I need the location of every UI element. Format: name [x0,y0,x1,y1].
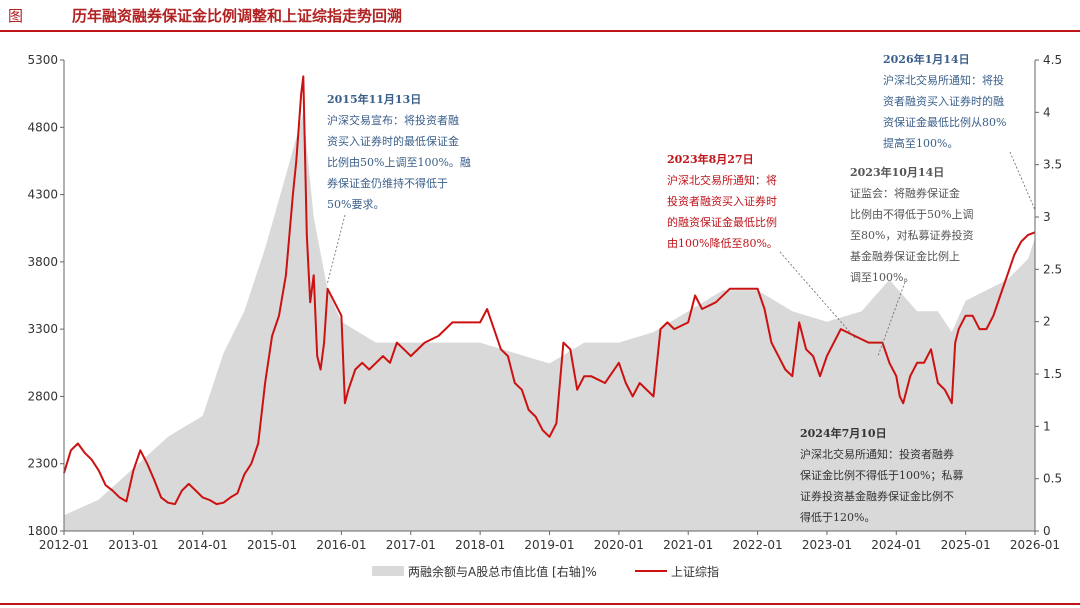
annotation-line: 提高至100%。 [883,136,958,150]
figure-title: 历年融资融券保证金比例调整和上证综指走势回溯 [72,7,403,25]
annotation-date: 2015年11月13日 [327,92,421,106]
x-tick-label: 2014-01 [178,538,228,552]
y-left-tick-label: 3800 [27,255,58,269]
x-tick-label: 2024-01 [871,538,921,552]
annotation-date: 2026年1月14日 [883,52,970,66]
annotation-line: 资买入证券时的最低保证金 [327,134,459,148]
annotation-line: 沪深北交易所通知：投资者融券 [800,447,954,461]
annotation-ann-2023-08: 2023年8月27日沪深北交易所通知：将投资者融资买入证券时的融资保证金最低比例… [667,152,778,250]
x-tick-label: 2015-01 [247,538,297,552]
annotation-line: 券保证金仍维持不得低于 [327,176,448,190]
annotation-line: 沪深北交易所通知：将投 [883,73,1004,87]
y-left-tick-label: 2800 [27,389,58,403]
annotation-ann-2015: 2015年11月13日沪深交易宣布：将投资者融资买入证券时的最低保证金比例由50… [327,92,471,211]
legend-area-swatch [372,566,404,576]
x-tick-label: 2017-01 [386,538,436,552]
x-tick-label: 2019-01 [524,538,574,552]
x-tick-label: 2012-01 [39,538,89,552]
annotation-line: 资者融资买入证券时的融 [883,94,1004,108]
y-left-tick-label: 4800 [27,120,58,134]
y-left-tick-label: 1800 [27,524,58,538]
annotation-ann-2023-10: 2023年10月14日证监会：将融券保证金比例由不得低于50%上调至80%，对私… [850,165,973,284]
annotation-leader-line [877,281,906,357]
x-tick-label: 2025-01 [941,538,991,552]
y-right-tick-label: 2.5 [1043,262,1062,276]
figure-label: 图 [8,7,24,25]
y-right-tick-label: 0 [1043,524,1051,538]
annotation-line: 至80%，对私募证券投资 [850,228,973,242]
annotation-line: 得低于120%。 [800,511,875,524]
annotation-line: 保证金比例不得低于100%；私募 [800,468,963,482]
figure-header: 图 历年融资融券保证金比例调整和上证综指走势回溯 [0,0,1080,34]
annotation-ann-2024: 2024年7月10日沪深北交易所通知：投资者融券保证金比例不得低于100%；私募… [800,426,963,524]
y-right-tick-label: 4 [1043,105,1051,119]
y-left-tick-label: 4300 [27,188,58,202]
x-tick-label: 2016-01 [316,538,366,552]
annotation-line: 沪深北交易所通知：将 [667,173,777,187]
annotation-date: 2024年7月10日 [800,426,887,440]
axes-layer: 1800 2300 2800 3300 3800 4300 4800 5300 0 0.5 1 1.5… [27,53,1062,552]
annotation-line: 投资者融资买入证券时 [667,194,777,208]
annotation-line: 证监会：将融券保证金 [850,186,960,200]
annotation-line: 比例由不得低于50%上调 [850,207,973,221]
legend-line-label: 上证综指 [671,564,719,579]
annotation-line: 的融资保证金最低比例 [667,215,777,229]
annotation-line: 比例由50%上调至100%。融 [327,155,471,169]
y-right-tick-label: 3.5 [1043,158,1062,172]
annotation-line: 50%要求。 [327,198,384,211]
y-right-tick-label: 3 [1043,210,1051,224]
annotation-line: 证券投资基金融券保证金比例不 [800,489,954,503]
legend: 两融余额与A股总市值比值 [右轴]% 上证综指 [372,564,719,579]
index-line-series [63,75,1036,506]
y-right-tick-label: 2 [1043,315,1051,329]
header-rule [0,30,1080,32]
y-right-tick-label: 1 [1043,419,1051,433]
x-tick-label: 2026-01 [1010,538,1060,552]
y-right-tick-label: 1.5 [1043,367,1062,381]
x-tick-label: 2021-01 [663,538,713,552]
y-left-tick-label: 2300 [27,457,58,471]
annotation-leader-line [1009,151,1036,211]
y-left-tick-label: 5300 [27,53,58,67]
annotation-ann-2026: 2026年1月14日沪深北交易所通知：将投资者融资买入证券时的融资保证金最低比例… [883,52,1006,150]
annotation-leader-line [779,251,856,339]
y-right-tick-label: 0.5 [1043,472,1062,486]
annotations-layer: 2015年11月13日沪深交易宣布：将投资者融资买入证券时的最低保证金比例由50… [326,52,1036,524]
annotation-line: 调至100%。 [850,271,914,284]
x-tick-label: 2023-01 [802,538,852,552]
footer-rule [0,603,1080,605]
y-right-tick-label: 4.5 [1043,53,1062,67]
x-tick-label: 2022-01 [733,538,783,552]
x-tick-label: 2018-01 [455,538,505,552]
x-tick-label: 2020-01 [594,538,644,552]
annotation-leader-line [326,214,346,286]
annotation-date: 2023年8月27日 [667,152,754,166]
annotation-line: 资保证金最低比例从80% [883,115,1006,129]
y-left-tick-label: 3300 [27,322,58,336]
annotation-line: 由100%降低至80%。 [667,236,778,250]
legend-area-label: 两融余额与A股总市值比值 [右轴]% [408,564,597,579]
annotation-date: 2023年10月14日 [850,165,944,179]
index-line-layer [63,75,1036,506]
annotation-line: 沪深交易宣布：将投资者融 [327,113,459,127]
x-tick-label: 2013-01 [108,538,158,552]
annotation-line: 基金融券保证金比例上 [850,249,960,263]
